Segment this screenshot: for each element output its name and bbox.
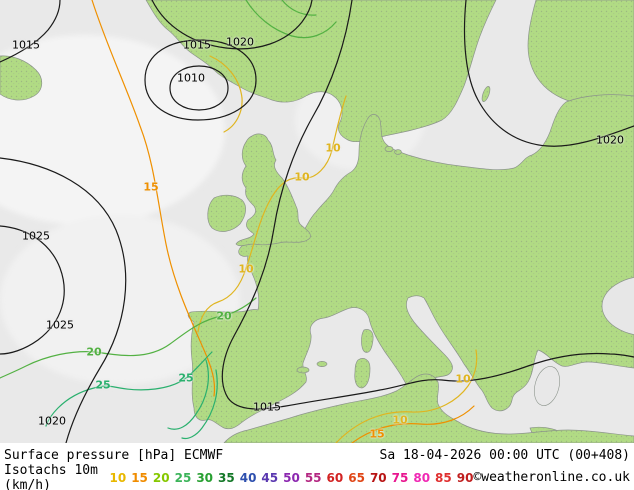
isobar-1010-line [169, 65, 229, 111]
isobar-contours [0, 0, 634, 443]
isotach-10-line [209, 55, 243, 133]
map-svg [0, 0, 634, 443]
isobar-1015-line [144, 39, 257, 121]
isotach-scale-value: 30 [196, 470, 214, 485]
isotach-scale-value: 50 [283, 470, 300, 485]
isotach-scale-value: 35 [218, 470, 235, 485]
isotach-scale-value: 20 [152, 470, 170, 485]
isotach-scale-value: 70 [369, 470, 387, 485]
isotach-20-line [281, 0, 317, 16]
isotach-25-line [45, 351, 213, 427]
isobar-1020-line [151, 0, 313, 50]
isotach-scale-value: 25 [174, 470, 192, 485]
isotach-15-line [351, 405, 475, 443]
isotach-scale-value: 55 [304, 470, 322, 485]
isotach-20-line [245, 0, 337, 39]
black-sea [601, 277, 634, 335]
isotach-scale-value: 80 [413, 470, 431, 485]
isotach-scale-value: 40 [239, 470, 257, 485]
isotach-scale-value: 75 [391, 470, 409, 485]
copyright: ©weatheronline.co.uk [473, 470, 630, 485]
isotach-10-line [335, 349, 478, 443]
inland-seas [534, 277, 634, 406]
product-label: Surface pressure [hPa] ECMWF [4, 448, 224, 463]
isotach-scale-value: 85 [435, 470, 452, 485]
isobar-1020-line [0, 157, 127, 443]
isotach-scale-value: 90 [456, 470, 474, 485]
isobar-1025-line [0, 225, 65, 355]
isotach-10-line [197, 95, 347, 333]
isobar-1015-line [221, 0, 634, 410]
isotach-25-line [181, 369, 218, 440]
isotach-contours [0, 0, 478, 443]
isotach-scale-value: 10 [109, 470, 127, 485]
isotach-scale-value: 45 [261, 470, 279, 485]
isotach-scale-value: 65 [348, 470, 365, 485]
scale-label: Isotachs 10m (km/h) [4, 462, 98, 490]
sea-shading [0, 35, 425, 385]
isotach-color-scale: 10 15 20 25 30 35 40 45 50 55 60 65 70 75 80 85 90 [110, 471, 474, 485]
legend-footer: Surface pressure [hPa] ECMWF Sa 18-04-20… [0, 443, 634, 490]
legend-row-1: Surface pressure [hPa] ECMWF Sa 18-04-20… [0, 445, 634, 467]
isotach-15-line [91, 0, 216, 397]
valid-time: Sa 18-04-2026 00:00 UTC (00+408) [379, 448, 630, 463]
isobar-1015-line [0, 0, 61, 63]
isotach-25-line [167, 359, 209, 430]
isotach-scale-value: 60 [326, 470, 344, 485]
isotach-20-line [0, 297, 257, 379]
isobar-1020-line [463, 0, 634, 147]
aegean-sea [534, 366, 560, 406]
map-area: 1015 1015 1020 1010 1020 1025 1025 1020 1015 15 1… [0, 0, 634, 443]
legend-row-2: Isotachs 10m (km/h) 10 15 20 25 30 35 40 45 50 55… [0, 463, 634, 490]
isotach-scale-value: 15 [131, 470, 148, 485]
